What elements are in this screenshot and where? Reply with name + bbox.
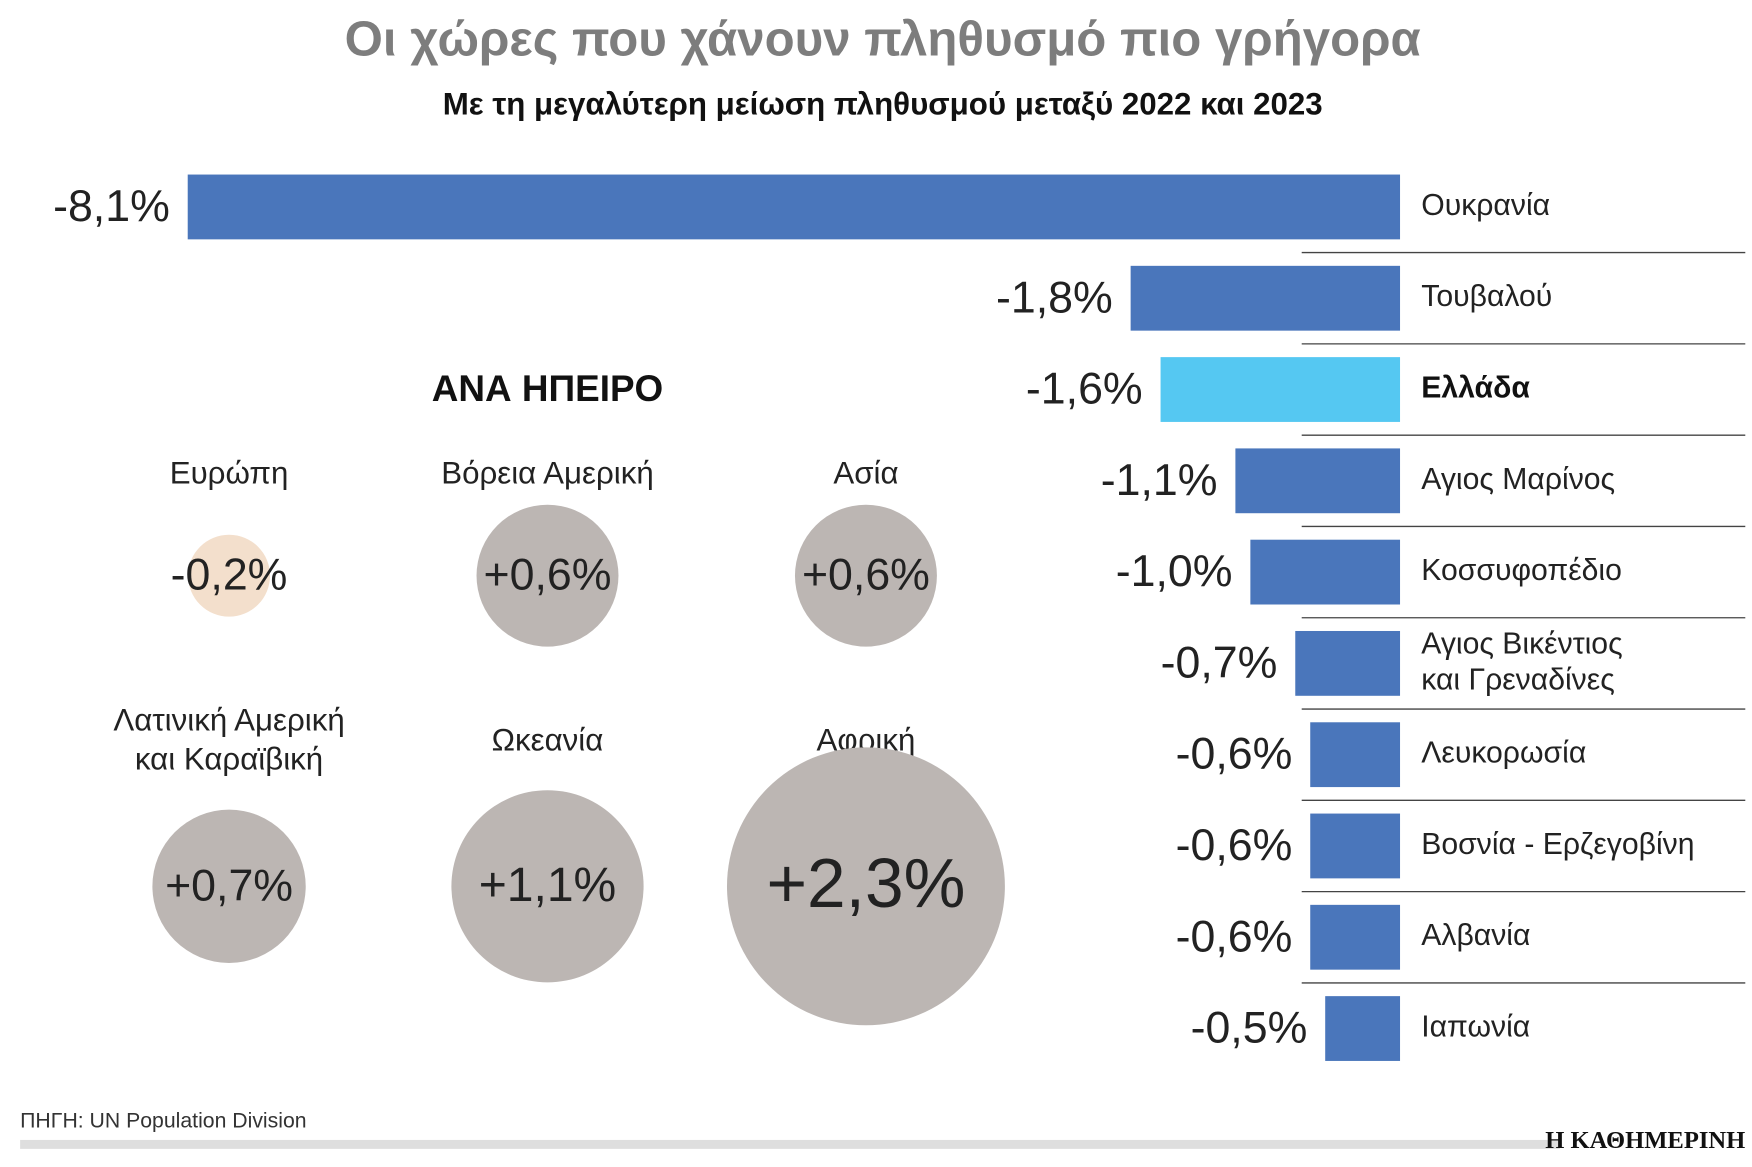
category-label: Λευκορωσία: [1421, 737, 1586, 770]
continent-label: Βόρεια Αμερική: [441, 455, 654, 490]
bubble-label: +0,7%: [165, 861, 293, 910]
bubble-label: -0,2%: [171, 551, 288, 600]
bar: [1130, 265, 1401, 331]
value-label: -1,1%: [1101, 456, 1218, 505]
value-label: -0,7%: [1161, 638, 1278, 687]
bar: [1310, 722, 1401, 788]
bubble: [451, 790, 644, 983]
category-label: Τουβαλού: [1421, 280, 1552, 313]
bubble: [476, 504, 619, 647]
bubble-label: +2,3%: [766, 844, 965, 922]
category-label: Βοσνία - Ερζεγοβίνη: [1421, 828, 1694, 861]
value-label: -0,6%: [1176, 912, 1293, 961]
subtitle: Με τη μεγαλύτερη μείωση πληθυσμού μεταξύ…: [443, 87, 1323, 122]
bar: [1160, 357, 1401, 422]
category-label: Αγιος Βικέντιος και Γρεναδίνες: [1421, 627, 1622, 696]
continent-label: Ευρώπη: [170, 455, 289, 490]
footer-rule: [20, 1139, 1560, 1149]
value-label: -1,0%: [1116, 547, 1233, 596]
category-label-line: και Γρεναδίνες: [1421, 663, 1614, 696]
bar: [1310, 813, 1401, 879]
bubble-label: +1,1%: [479, 859, 617, 912]
bar: [1235, 448, 1401, 514]
value-label: -1,8%: [996, 273, 1113, 322]
category-label: Αγιος Μαρίνος: [1421, 463, 1615, 496]
value-label: -0,6%: [1176, 730, 1293, 779]
value-label: -0,5%: [1191, 1004, 1308, 1053]
bubble: [794, 504, 937, 647]
value-label: -8,1%: [53, 182, 170, 231]
bar: [187, 174, 1401, 240]
bubble-label: +0,6%: [802, 551, 930, 600]
category-label-line: Αγιος Βικέντιος: [1421, 627, 1622, 660]
category-label: Ιαπωνία: [1421, 1011, 1530, 1044]
brand: Η ΚΑΘΗΜΕΡΙΝΗ: [1545, 1127, 1745, 1154]
bar: [1310, 904, 1401, 970]
bar: [1250, 539, 1401, 605]
value-label: -0,6%: [1176, 821, 1293, 870]
continent-label: Ασία: [833, 455, 898, 490]
category-label: Ουκρανία: [1421, 189, 1550, 222]
bar: [1325, 996, 1401, 1061]
bubble-label: +0,6%: [484, 551, 612, 600]
continent-label: Ωκεανία: [492, 722, 604, 757]
category-label: Κοσσυφοπέδιο: [1421, 554, 1622, 587]
bar: [1295, 630, 1401, 696]
bubble-title: ΑΝΑ ΗΠΕΙΡΟ: [432, 368, 663, 409]
continent-label-line: και Καραϊβική: [135, 742, 323, 777]
bubble: [152, 809, 306, 963]
value-label: -1,6%: [1026, 365, 1143, 414]
title: Οι χώρες που χάνουν πληθυσμό πιο γρήγορα: [345, 12, 1421, 67]
continent-label: Λατινική Αμερική και Καραϊβική: [113, 703, 344, 777]
category-label: Αλβανία: [1421, 919, 1530, 952]
source: ΠΗΓΗ: UN Population Division: [20, 1110, 306, 1133]
bubble: [188, 534, 271, 617]
category-label: Ελλάδα: [1421, 371, 1530, 404]
bubble: [726, 747, 1005, 1026]
continent-label-line: Λατινική Αμερική: [113, 703, 344, 738]
